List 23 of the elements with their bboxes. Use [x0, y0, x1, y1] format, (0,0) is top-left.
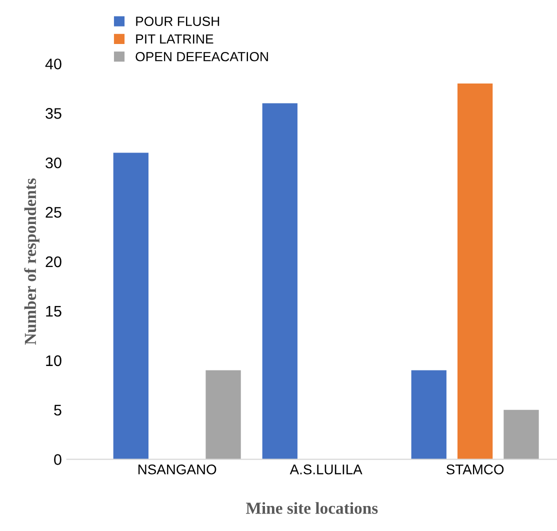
y-tick-label: 35 — [46, 108, 62, 119]
y-axis-title: Number of respondents — [24, 178, 40, 345]
x-tick-label: A.S.LULILA — [290, 464, 362, 474]
y-tick-label: 10 — [46, 355, 62, 366]
x-tick-label: STAMCO — [446, 464, 504, 474]
y-tick-label: 25 — [46, 206, 62, 218]
y-tick-label: 5 — [54, 404, 62, 416]
bar — [457, 84, 493, 460]
bar — [504, 410, 539, 460]
y-tick-label: 30 — [46, 157, 62, 168]
y-tick-label: 40 — [45, 58, 62, 70]
bar — [411, 370, 446, 460]
bar — [262, 103, 298, 460]
x-axis-title: Mine site locations — [246, 502, 378, 514]
legend-label: OPEN DEFEACATION — [136, 52, 268, 62]
x-tick-label: NSANGANO — [138, 464, 216, 474]
y-tick-label: 15 — [46, 306, 62, 317]
legend-label: POUR FLUSH — [136, 16, 220, 26]
bar — [206, 370, 241, 460]
legend-label: PIT LATRINE — [136, 34, 214, 44]
y-tick-label: 20 — [46, 256, 62, 268]
y-tick-label: 0 — [54, 454, 62, 465]
bar — [113, 152, 148, 460]
